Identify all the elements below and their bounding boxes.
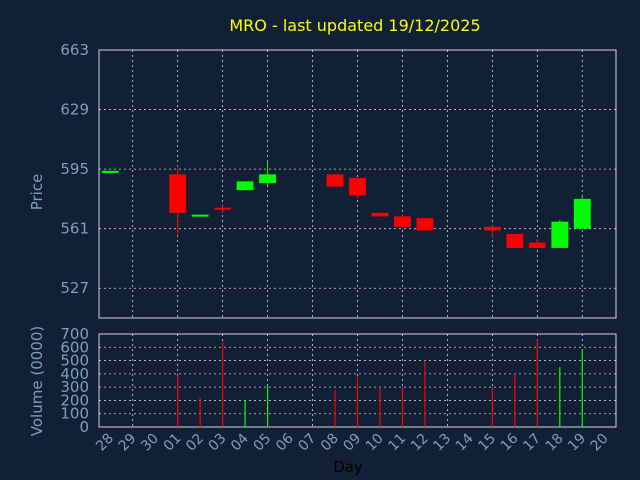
- x-tick-label: 12: [408, 431, 432, 455]
- x-tick-label: 02: [183, 431, 207, 455]
- candle-body: [236, 181, 254, 191]
- x-tick-label: 14: [453, 430, 477, 454]
- candle-body: [371, 212, 389, 217]
- candle-body: [259, 174, 277, 184]
- volume-tick-label: 700: [60, 325, 89, 343]
- volume-tick-label: 300: [60, 378, 89, 396]
- volume-tick-label: 500: [60, 352, 89, 370]
- price-tick-label: 561: [60, 220, 89, 238]
- x-tick-label: 28: [93, 431, 117, 455]
- price-panel: 663 629 595 561 527: [60, 41, 617, 319]
- price-tick-label: 595: [60, 160, 89, 178]
- x-tick-label: 03: [206, 431, 230, 455]
- candle-body: [326, 174, 344, 187]
- candle-body: [528, 242, 546, 248]
- x-tick-label: 09: [340, 431, 364, 455]
- candle-body: [551, 221, 569, 248]
- x-tick-label: 13: [430, 431, 454, 455]
- volume-tick-label: 100: [60, 405, 89, 423]
- x-tick-label: 29: [116, 431, 140, 455]
- x-tick-label: 04: [228, 430, 252, 454]
- price-tick-label: 527: [60, 279, 89, 297]
- x-tick-label: 15: [475, 431, 499, 455]
- x-tick-label: 30: [138, 431, 162, 455]
- candle-body: [394, 216, 411, 227]
- x-tick-label: 07: [295, 431, 319, 455]
- candle-body: [169, 174, 187, 213]
- x-tick-label: 11: [385, 431, 409, 455]
- candle-body: [214, 207, 232, 210]
- volume-axis-label: Volume (0000): [28, 326, 46, 436]
- x-tick-label: 10: [363, 431, 387, 455]
- volume-tick-label: 200: [60, 391, 89, 409]
- candle-body: [349, 177, 366, 196]
- candle-body: [416, 218, 434, 231]
- x-tick-label: 06: [273, 430, 297, 454]
- x-tick-label: 20: [588, 431, 612, 455]
- price-tick-label: 629: [60, 101, 89, 119]
- x-tick-label: 16: [498, 430, 522, 454]
- x-tick-label: 01: [161, 431, 185, 455]
- x-tick-label: 19: [565, 431, 589, 455]
- price-tick-label: 663: [60, 41, 89, 59]
- volume-panel: 7006005004003002001000282930010203040506…: [60, 325, 617, 455]
- x-tick-label: 05: [250, 431, 274, 455]
- price-axis-label: Price: [28, 174, 46, 211]
- volume-tick-label: 0: [79, 418, 89, 436]
- candle-body: [573, 198, 591, 229]
- x-tick-label: 17: [520, 431, 544, 455]
- candle-body: [506, 233, 524, 248]
- x-axis-label: Day: [333, 458, 363, 476]
- x-tick-label: 18: [543, 431, 567, 455]
- candle-body: [191, 214, 209, 217]
- x-tick-label: 08: [318, 431, 342, 455]
- candle-body: [483, 226, 501, 231]
- volume-tick-label: 400: [60, 365, 89, 383]
- chart-title: MRO - last updated 19/12/2025: [229, 16, 480, 35]
- volume-tick-label: 600: [60, 338, 89, 356]
- candle-body: [101, 170, 119, 173]
